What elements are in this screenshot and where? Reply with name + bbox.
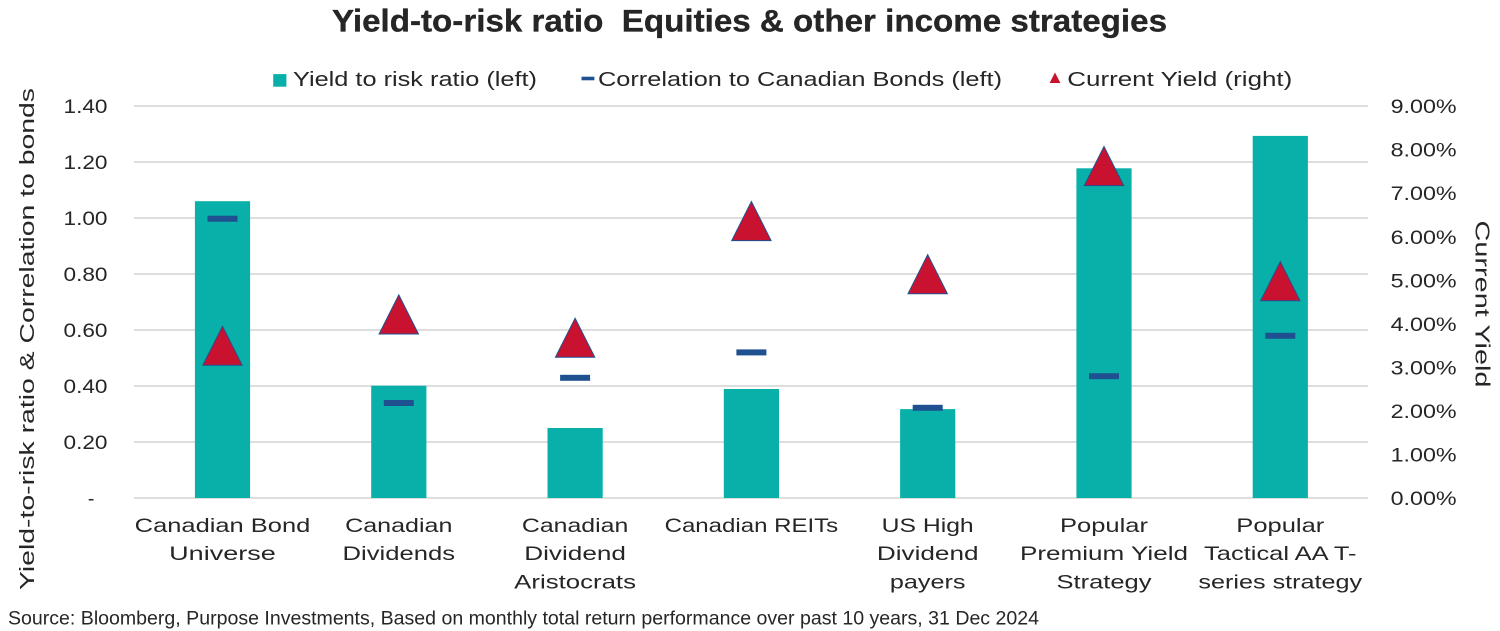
svg-text:Aristocrats: Aristocrats bbox=[514, 571, 636, 593]
svg-text:9.00%: 9.00% bbox=[1391, 96, 1457, 118]
svg-text:1.00: 1.00 bbox=[64, 208, 108, 230]
svg-text:Yield-to-risk ratio Equities: Yield-to-risk ratio Equities & other inc… bbox=[332, 2, 1167, 38]
svg-text:Popular: Popular bbox=[1060, 515, 1149, 537]
svg-text:Current Yield: Current Yield bbox=[1471, 221, 1493, 388]
svg-text:1.00%: 1.00% bbox=[1391, 445, 1457, 467]
svg-text:Premium Yield: Premium Yield bbox=[1020, 543, 1188, 565]
svg-text:payers: payers bbox=[890, 571, 966, 593]
svg-text:Canadian: Canadian bbox=[345, 515, 452, 537]
svg-text:4.00%: 4.00% bbox=[1391, 314, 1457, 336]
svg-text:0.20: 0.20 bbox=[64, 432, 108, 454]
svg-text:7.00%: 7.00% bbox=[1391, 183, 1457, 205]
svg-text:1.20: 1.20 bbox=[64, 152, 108, 174]
svg-text:Canadian REITs: Canadian REITs bbox=[665, 515, 839, 537]
svg-text:0.40: 0.40 bbox=[64, 376, 108, 398]
svg-text:Dividend: Dividend bbox=[524, 543, 626, 565]
svg-text:Popular: Popular bbox=[1236, 515, 1325, 537]
svg-text:8.00%: 8.00% bbox=[1391, 140, 1457, 162]
svg-text:Universe: Universe bbox=[169, 543, 276, 565]
svg-text:0.60: 0.60 bbox=[64, 320, 108, 342]
svg-text:-: - bbox=[88, 488, 95, 510]
svg-text:Canadian: Canadian bbox=[522, 515, 628, 537]
svg-text:US High: US High bbox=[882, 515, 974, 537]
svg-text:series strategy: series strategy bbox=[1198, 571, 1362, 593]
svg-text:0.80: 0.80 bbox=[64, 264, 108, 286]
svg-text:Yield to risk ratio (left): Yield to risk ratio (left) bbox=[293, 69, 537, 91]
svg-text:5.00%: 5.00% bbox=[1391, 270, 1457, 292]
svg-text:1.40: 1.40 bbox=[64, 96, 108, 118]
svg-text:0.00%: 0.00% bbox=[1391, 488, 1457, 510]
svg-text:Canadian Bond: Canadian Bond bbox=[135, 515, 311, 537]
svg-text:3.00%: 3.00% bbox=[1391, 357, 1457, 379]
svg-text:Tactical AA T-: Tactical AA T- bbox=[1204, 543, 1357, 565]
svg-text:Dividend: Dividend bbox=[877, 543, 979, 565]
svg-text:Source: Bloomberg, Purpose Inv: Source: Bloomberg, Purpose Investments, … bbox=[8, 608, 1039, 630]
svg-text:Current Yield (right): Current Yield (right) bbox=[1067, 69, 1292, 91]
svg-text:2.00%: 2.00% bbox=[1391, 401, 1457, 423]
svg-text:6.00%: 6.00% bbox=[1391, 227, 1457, 249]
svg-text:Yield-to-risk ratio & Correlat: Yield-to-risk ratio & Correlation to bon… bbox=[17, 88, 39, 590]
svg-text:Dividends: Dividends bbox=[343, 543, 456, 565]
svg-text:Correlation to Canadian Bonds: Correlation to Canadian Bonds (left) bbox=[598, 69, 1002, 91]
svg-text:Strategy: Strategy bbox=[1057, 571, 1152, 593]
